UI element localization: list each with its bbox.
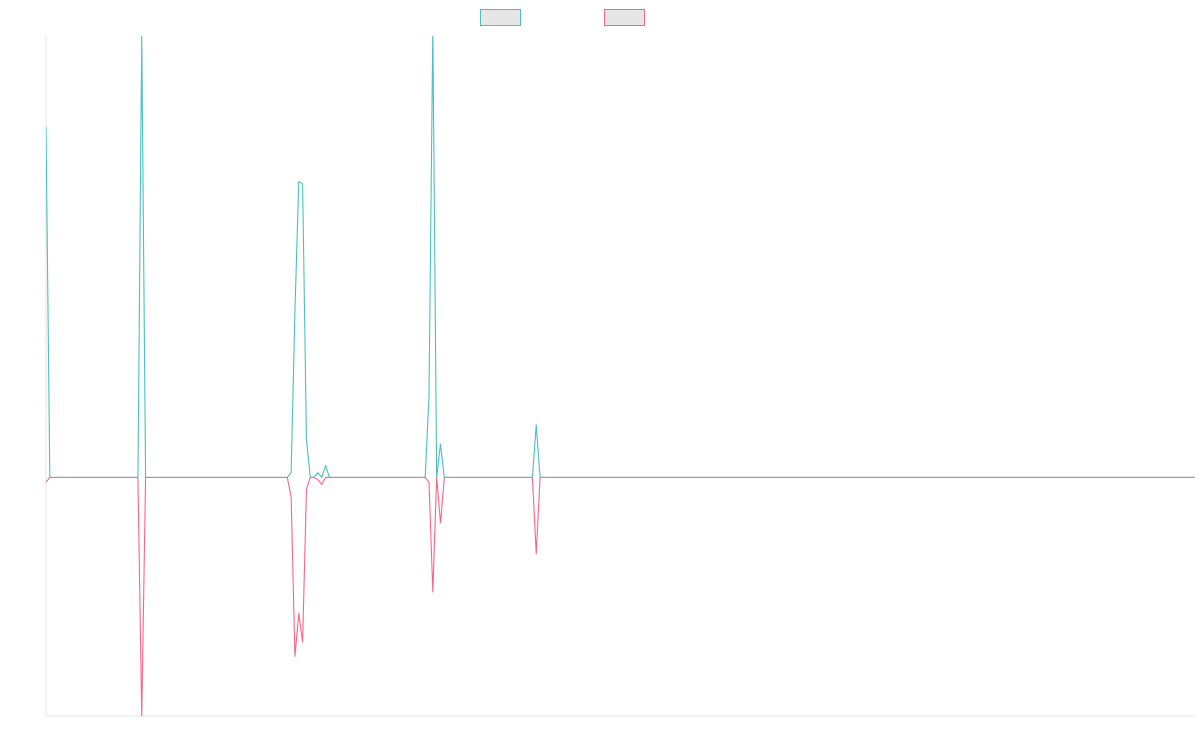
- legend: [480, 9, 645, 26]
- plot-area: [46, 36, 1195, 716]
- legend-swatch-b: [604, 9, 645, 26]
- series-line-a: [46, 36, 1195, 478]
- legend-swatch-a: [480, 9, 521, 26]
- axes: [45, 36, 1195, 717]
- series-line-b: [46, 476, 1195, 716]
